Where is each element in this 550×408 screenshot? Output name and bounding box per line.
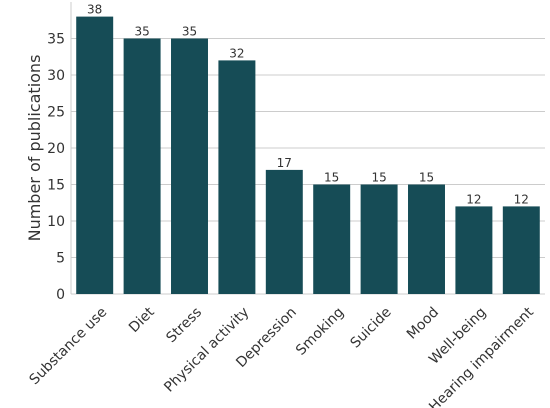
x-tick-label: Substance use (27, 304, 111, 388)
data-label: 15 (419, 171, 434, 185)
bar (313, 184, 351, 294)
data-label: 38 (87, 3, 102, 17)
bar (455, 206, 493, 294)
y-tick-label: 20 (47, 141, 65, 157)
x-tick-label: Mood (404, 304, 442, 342)
bar (76, 16, 114, 294)
bar (171, 38, 208, 294)
y-axis-ticks: 0 5 10 15 20 25 30 35 (47, 32, 65, 304)
x-tick-label: Suicide (348, 304, 395, 351)
x-tick-label: Diet (126, 304, 158, 336)
y-axis-label: Number of publications (25, 55, 44, 242)
y-tick-label: 10 (47, 214, 65, 230)
bar (502, 206, 540, 294)
bar (408, 184, 445, 294)
y-tick-label: 5 (56, 251, 65, 267)
bars (76, 16, 540, 295)
bar (123, 38, 161, 294)
x-tick-label: Physical activity (161, 304, 252, 395)
y-tick-label: 0 (56, 287, 65, 303)
data-label: 17 (277, 156, 292, 170)
data-label: 12 (514, 192, 529, 206)
y-tick-label: 35 (47, 32, 65, 48)
bar (218, 60, 256, 295)
data-label: 35 (182, 25, 197, 39)
bar (360, 184, 398, 294)
data-label: 32 (229, 46, 244, 60)
data-label: 35 (134, 25, 149, 39)
y-tick-label: 25 (47, 105, 65, 121)
data-label: 12 (466, 192, 481, 206)
bar (265, 169, 303, 294)
data-label: 15 (371, 171, 386, 185)
data-label: 15 (324, 171, 339, 185)
x-tick-label: Smoking (293, 304, 347, 358)
data-labels: 38 35 35 32 17 15 15 15 12 12 (87, 3, 529, 207)
y-tick-label: 15 (47, 178, 65, 194)
x-tick-label: Stress (163, 304, 205, 346)
y-tick-label: 30 (47, 68, 65, 84)
